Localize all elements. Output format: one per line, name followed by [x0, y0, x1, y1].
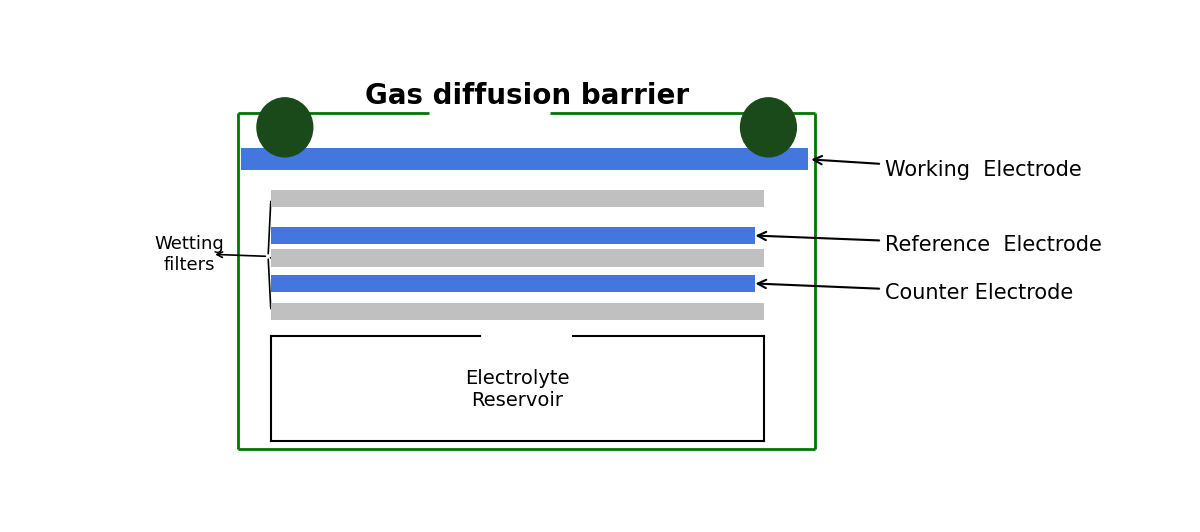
Bar — [271, 227, 755, 244]
Text: Electrolyte
Reservoir: Electrolyte Reservoir — [466, 369, 570, 410]
Text: Reference  Electrode: Reference Electrode — [757, 232, 1102, 255]
Text: Counter Electrode: Counter Electrode — [757, 280, 1073, 303]
Bar — [241, 148, 809, 170]
Bar — [271, 303, 763, 320]
Text: Working  Electrode: Working Electrode — [814, 156, 1081, 180]
Bar — [271, 275, 755, 292]
Text: Gas diffusion barrier: Gas diffusion barrier — [365, 82, 689, 110]
Ellipse shape — [257, 98, 313, 157]
Bar — [271, 250, 763, 267]
Bar — [271, 190, 763, 207]
Ellipse shape — [740, 98, 797, 157]
Text: Wetting
filters: Wetting filters — [154, 235, 224, 274]
